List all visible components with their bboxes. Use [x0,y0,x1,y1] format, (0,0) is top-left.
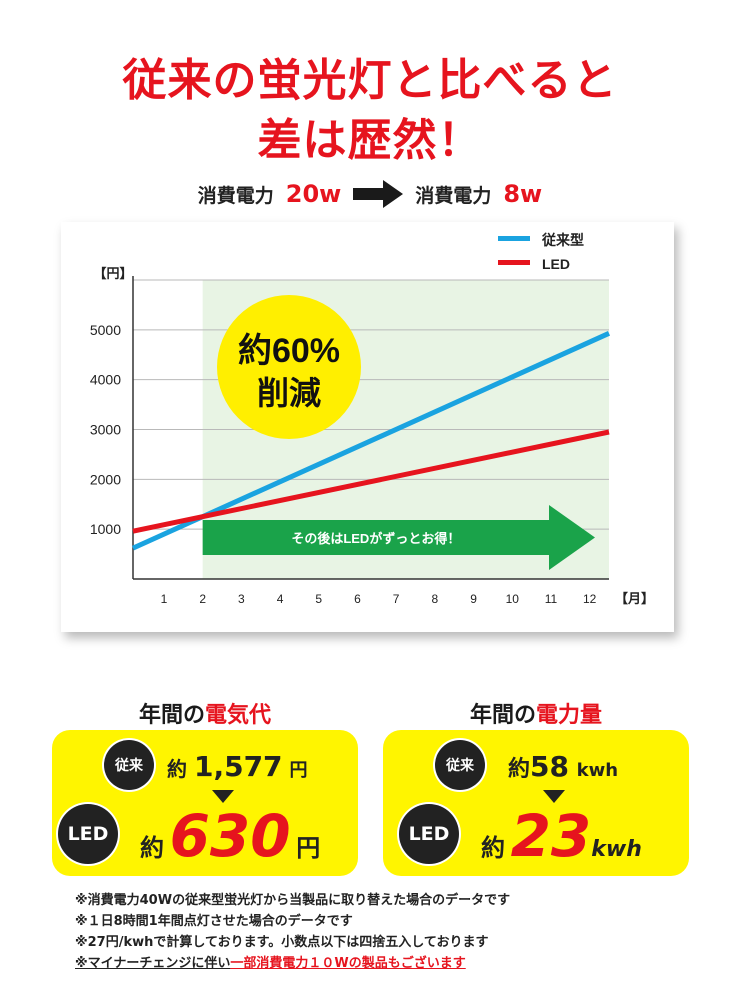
new-cost-prefix: 約 [140,834,164,862]
led-badge: LED [58,804,118,864]
x-tick-label: 9 [470,592,477,606]
x-tick-label: 6 [354,592,361,606]
energy-title-black: 年間の [469,703,536,728]
x-tick-label: 2 [199,592,206,606]
footnotes: ※消費電力40Wの従来型蛍光灯から当製品に取り替えた場合のデータです ※１日8時… [75,890,695,974]
cost-card: 従来 約 1,577 円 LED 約 630 円 [52,730,358,876]
old-cost-prefix: 約 [167,757,187,781]
new-energy-value: 23 [510,802,592,870]
footnote-4: ※マイナーチェンジに伴い一部消費電力１０Wの製品もございます [75,953,695,974]
down-arrow-icon [543,790,565,803]
new-energy-unit: kwh [591,837,642,862]
headline-line-2: 差は歴然！ [257,115,483,166]
x-tick-label: 1 [161,592,168,606]
legend-label-1: LED [542,256,570,272]
cost-title-red: 電気代 [205,703,272,728]
x-tick-label: 5 [315,592,322,606]
y-axis-unit: 【円】 [93,266,132,281]
legend-label-0: 従来型 [541,232,584,248]
footnote-4-part-a: ※マイナーチェンジに伴い [75,956,231,971]
x-tick-label: 11 [545,592,558,606]
old-energy-row: 約58 kwh [508,750,618,783]
new-power-label: 消費電力 [415,184,492,207]
y-tick-label: 3000 [90,422,121,438]
footnote-1: ※消費電力40Wの従来型蛍光灯から当製品に取り替えた場合のデータです [75,893,511,908]
y-tick-label: 5000 [90,322,121,338]
old-power-value: 20w [285,180,342,208]
old-power-label: 消費電力 [197,184,274,207]
cost-title-black: 年間の [138,703,205,728]
new-cost-row: 約 630 円 [140,802,320,870]
new-energy-row: 約 23kwh [481,802,642,870]
new-energy-prefix: 約 [481,834,505,862]
energy-card: 従来 約58 kwh LED 約 23kwh [383,730,689,876]
old-cost-row: 約 1,577 円 [167,750,308,783]
legend-swatch-1 [498,260,530,265]
series-line-1 [132,429,610,534]
savings-label: 削減 [257,375,321,411]
new-cost-value: 630 [169,802,291,870]
y-tick-label: 1000 [90,521,121,537]
old-badge: 従来 [435,740,485,790]
old-cost-value: 1,577 [193,750,283,783]
x-tick-label: 8 [432,592,439,606]
footnote-2: ※１日8時間1年間点灯させた場合のデータです [75,914,353,929]
x-tick-label: 12 [583,592,597,606]
energy-title: 年間の電力量 [383,697,689,729]
footnote-3: ※27円/kwhで計算しております。小数点以下は四捨五入しております [75,935,489,950]
x-tick-label: 3 [238,592,245,606]
savings-circle [217,295,361,439]
y-tick-label: 2000 [90,471,121,487]
led-badge: LED [399,804,459,864]
banner-text: その後はLEDがずっとお得！ [291,531,460,546]
right-arrow-icon [353,180,404,208]
old-energy-unit: kwh [576,760,619,781]
x-axis-unit: 【月】 [615,591,654,606]
savings-percent: 約60% [238,332,340,370]
x-tick-label: 4 [277,592,284,606]
old-cost-unit: 円 [289,760,308,781]
x-tick-label: 10 [506,592,520,606]
old-energy-prefix: 約 [508,757,531,782]
new-cost-unit: 円 [296,834,321,862]
energy-title-red: 電力量 [536,703,603,728]
power-comparison: 消費電力 20w 消費電力 8w [0,180,740,208]
chart-card: 1000 2000 3000 4000 5000 1 2 3 4 5 6 7 8 9 10 11 12 【月】 【円… [61,222,674,632]
old-energy-value: 58 [530,750,569,783]
cost-title: 年間の電気代 [52,697,358,729]
y-tick-label: 4000 [90,372,121,388]
x-tick-label: 7 [393,592,400,606]
down-arrow-icon [212,790,234,803]
legend-swatch-0 [498,236,530,241]
new-power-value: 8w [503,180,543,208]
headline-line-1: 従来の蛍光灯と比べると [122,55,618,106]
footnote-4-part-b: 一部消費電力１０Wの製品もございます [230,956,466,971]
green-arrow-banner [202,505,595,570]
old-badge: 従来 [104,740,154,790]
